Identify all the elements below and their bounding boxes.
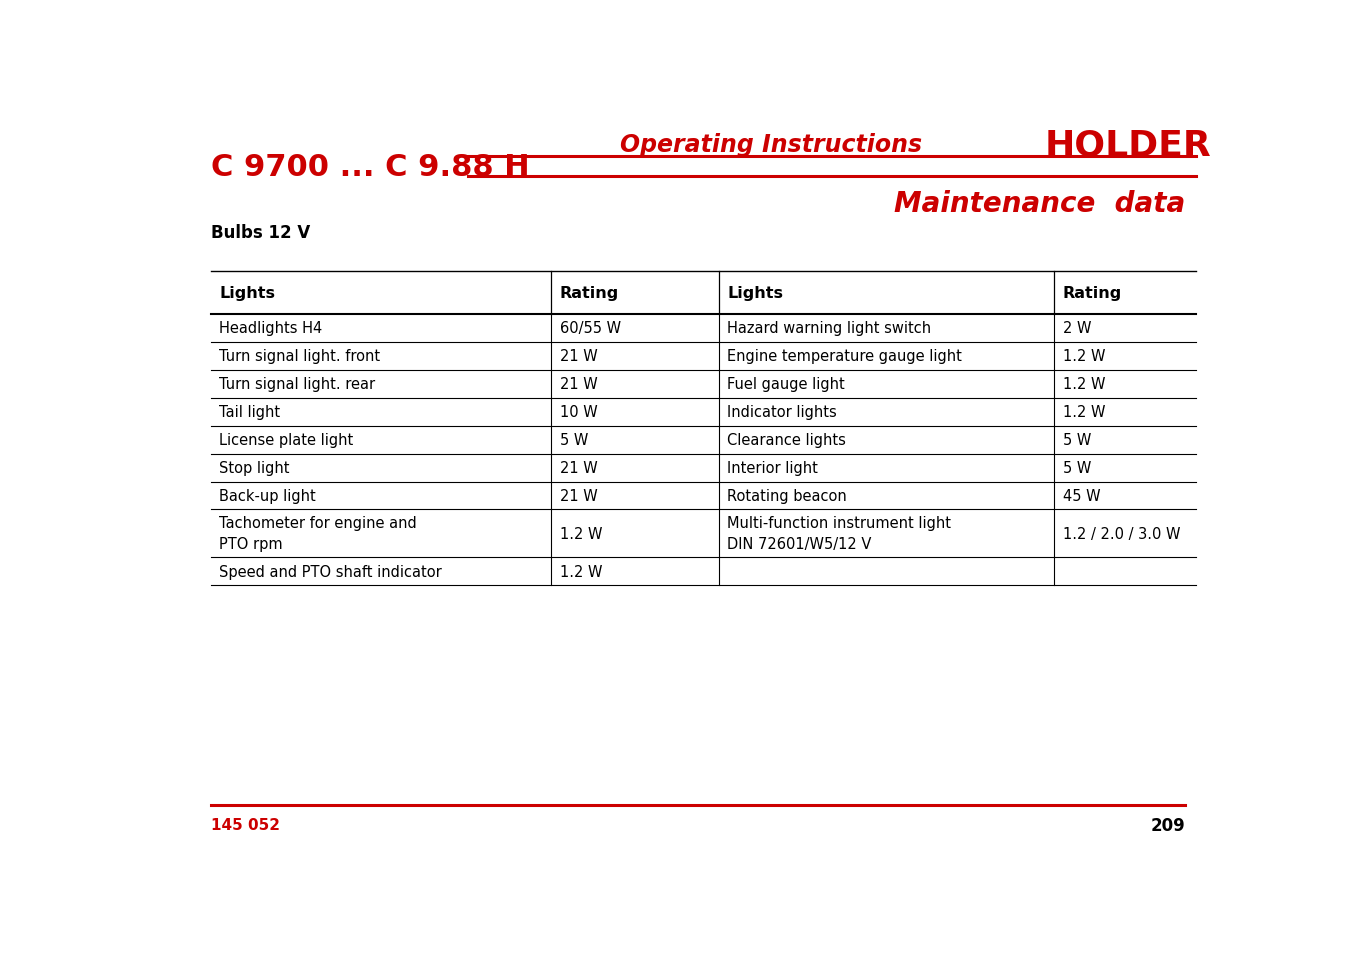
- Text: Bulbs 12 V: Bulbs 12 V: [211, 224, 310, 242]
- Text: Rating: Rating: [1063, 286, 1122, 301]
- Text: 21 W: 21 W: [560, 489, 598, 503]
- Text: 209: 209: [1151, 816, 1186, 834]
- Text: 5 W: 5 W: [1063, 433, 1091, 448]
- Text: Turn signal light. rear: Turn signal light. rear: [219, 376, 376, 392]
- Text: 1.2 W: 1.2 W: [1063, 376, 1106, 392]
- Text: 1.2 W: 1.2 W: [560, 564, 603, 579]
- Text: Interior light: Interior light: [727, 460, 818, 476]
- Text: DIN 72601/W5/12 V: DIN 72601/W5/12 V: [727, 537, 872, 552]
- Text: Rating: Rating: [560, 286, 619, 301]
- Text: Lights: Lights: [219, 286, 276, 301]
- Text: License plate light: License plate light: [219, 433, 353, 448]
- Text: 1.2 W: 1.2 W: [560, 526, 603, 541]
- Text: HOLDER: HOLDER: [1044, 129, 1211, 162]
- Text: Headlights H4: Headlights H4: [219, 321, 323, 336]
- Text: Tachometer for engine and: Tachometer for engine and: [219, 516, 416, 531]
- Text: Fuel gauge light: Fuel gauge light: [727, 376, 845, 392]
- Text: 1.2 W: 1.2 W: [1063, 405, 1106, 419]
- Text: Indicator lights: Indicator lights: [727, 405, 837, 419]
- Text: Multi-function instrument light: Multi-function instrument light: [727, 516, 952, 531]
- Text: Turn signal light. front: Turn signal light. front: [219, 349, 380, 364]
- Text: Stop light: Stop light: [219, 460, 289, 476]
- Text: Back-up light: Back-up light: [219, 489, 316, 503]
- Text: 2 W: 2 W: [1063, 321, 1091, 336]
- Text: Clearance lights: Clearance lights: [727, 433, 846, 448]
- Text: Lights: Lights: [727, 286, 783, 301]
- Text: 5 W: 5 W: [1063, 460, 1091, 476]
- Text: Maintenance  data: Maintenance data: [894, 190, 1186, 218]
- Text: Hazard warning light switch: Hazard warning light switch: [727, 321, 932, 336]
- Text: 21 W: 21 W: [560, 349, 598, 364]
- Text: 21 W: 21 W: [560, 460, 598, 476]
- Text: 1.2 W: 1.2 W: [1063, 349, 1106, 364]
- Text: 60/55 W: 60/55 W: [560, 321, 621, 336]
- Text: Engine temperature gauge light: Engine temperature gauge light: [727, 349, 963, 364]
- Text: Speed and PTO shaft indicator: Speed and PTO shaft indicator: [219, 564, 442, 579]
- Text: Tail light: Tail light: [219, 405, 280, 419]
- Text: Rotating beacon: Rotating beacon: [727, 489, 848, 503]
- Text: 10 W: 10 W: [560, 405, 598, 419]
- Text: 21 W: 21 W: [560, 376, 598, 392]
- Text: PTO rpm: PTO rpm: [219, 537, 283, 552]
- Text: 145 052: 145 052: [211, 817, 280, 832]
- Text: 1.2 / 2.0 / 3.0 W: 1.2 / 2.0 / 3.0 W: [1063, 526, 1180, 541]
- Text: 45 W: 45 W: [1063, 489, 1101, 503]
- Text: C 9700 ... C 9.88 H: C 9700 ... C 9.88 H: [211, 152, 530, 182]
- Text: 5 W: 5 W: [560, 433, 588, 448]
- Text: Operating Instructions: Operating Instructions: [621, 133, 922, 157]
